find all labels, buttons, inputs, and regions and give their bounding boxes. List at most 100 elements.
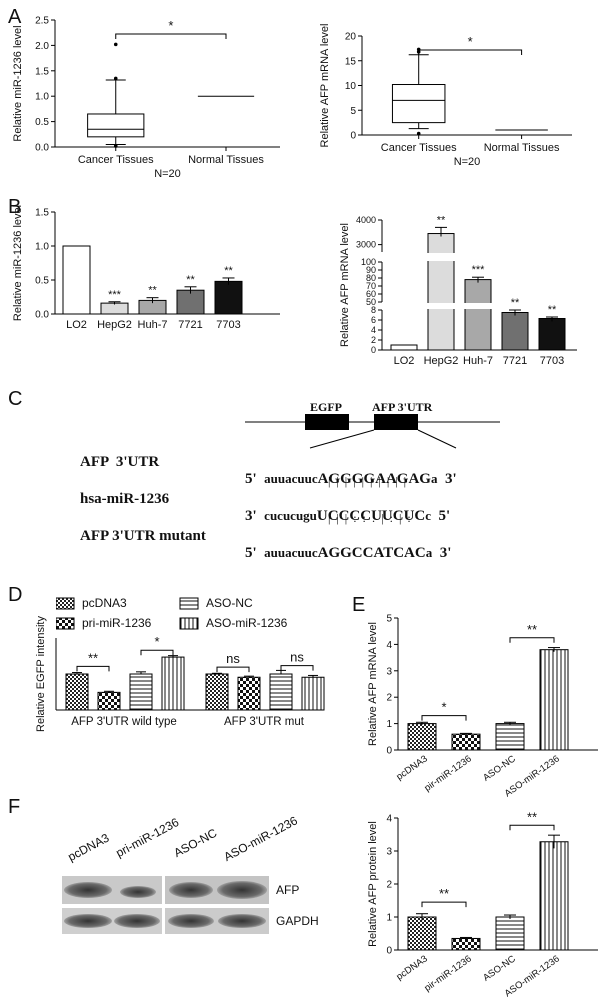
d-bar-ASO-NC (269, 673, 293, 711)
f-sig-bracket-2 (509, 824, 555, 831)
d-sig-bracket-3 (216, 666, 250, 673)
b-right-y-tick-label: 80 (366, 273, 376, 283)
western-blot: pcDNA3 pri-miR-1236 ASO-NC ASO-miR-1236 … (60, 813, 340, 950)
blot-band-label-gapdh: GAPDH (276, 914, 319, 928)
e-category-label: pir-miR-1236 (422, 753, 473, 794)
a-right-outlier (416, 131, 421, 136)
a-left-outlier (113, 76, 118, 81)
legend-swatch-aso-nc (179, 597, 199, 610)
band-gapdh-3 (168, 914, 214, 928)
row-mir-seq: 3' cucucuguUCCCCUUCUCc 5' (245, 508, 451, 524)
b-left-bar-HepG2 (100, 302, 129, 315)
d-bar-ASO-NC (129, 673, 153, 711)
e-y-tick-label: 4 (386, 640, 392, 651)
f-y-tick-label: 4 (386, 814, 392, 825)
b-right-y-tick-label: 4 (371, 325, 376, 335)
e-sig-bracket-1 (421, 715, 467, 721)
b-left-bar-7721 (176, 289, 205, 315)
b-right-category-label: 7703 (540, 355, 564, 367)
e-bar-ASO-NC (495, 723, 525, 751)
b-right-y-tick-label: 2 (371, 335, 376, 345)
f-sig-bracket-2-label: ** (527, 809, 537, 824)
legend-label-aso-mir: ASO-miR-1236 (206, 616, 288, 630)
b-left-sig: *** (108, 289, 122, 301)
d-group-label: AFP 3'UTR mut (224, 716, 305, 728)
f-bar-pcDNA3 (407, 916, 437, 951)
e-category-label: pcDNA3 (394, 753, 429, 782)
band-gapdh-1 (64, 914, 112, 928)
band-gapdh-4 (218, 914, 266, 928)
legend-swatch-aso-mir (179, 617, 199, 630)
e-y-tick-label: 3 (386, 666, 392, 677)
egfp-label: EGFP (310, 400, 342, 414)
band-afp-2 (120, 886, 156, 898)
a-right-n-label: N=20 (454, 156, 481, 168)
b-right-y-tick-label: 3000 (356, 240, 376, 250)
b-left-category-label: LO2 (66, 319, 87, 331)
b-left-y-tick-label: 1.0 (35, 242, 49, 253)
panel-label-a: A (8, 6, 22, 28)
e-y-label: Relative AFP mRNA level (367, 622, 379, 746)
d-bar-ASO-miR-1236 (301, 676, 325, 711)
e-y-tick-label: 2 (386, 693, 392, 704)
a-left-outlier (113, 144, 118, 148)
d-bar-pri-miR-1236 (97, 691, 121, 711)
b-right-sig: ** (548, 304, 557, 316)
b-left-y-tick-label: 0.0 (35, 310, 49, 321)
a-right-sig-bracket-label: * (468, 34, 473, 49)
d-bar-ASO-miR-1236 (161, 656, 185, 711)
construct-diagram: EGFP AFP 3'UTR AFP 3'UTR 5' auuacuucAGGG… (0, 390, 600, 580)
a-right-y-tick-label: 15 (345, 56, 357, 67)
legend-label-pcdna3: pcDNA3 (82, 596, 127, 610)
row-mir-label: hsa-miR-1236 (80, 491, 170, 507)
b-right-bar-7703 (538, 318, 566, 351)
d-sig-bracket-4-label: ns (290, 650, 304, 665)
f-y-tick-label: 1 (386, 913, 392, 924)
band-afp-1 (64, 882, 112, 898)
panel-label-e: E (352, 594, 366, 616)
b-right-category-label: HepG2 (424, 355, 459, 367)
b-left-sig: ** (224, 265, 233, 277)
d-sig-bracket-3-label: ns (226, 651, 240, 666)
e-sig-bracket-2-label: ** (527, 622, 537, 637)
f-y-tick-label: 3 (386, 847, 392, 858)
d-sig-bracket-1-label: ** (88, 650, 98, 665)
b-right-y-tick-label: 70 (366, 281, 376, 291)
f-y-tick-label: 0 (386, 946, 392, 957)
b-left-bar-7703 (214, 280, 243, 315)
panel-label-f: F (8, 796, 21, 818)
d-bar-pri-miR-1236 (237, 676, 261, 711)
a-left-outlier (113, 42, 118, 47)
d-sig-bracket-2 (140, 649, 174, 656)
legend-swatch-pcdna3 (56, 597, 75, 610)
b-right-y-label: Relative AFP mRNA level (339, 223, 351, 347)
f-sig-bracket-1 (421, 901, 467, 908)
a-right-y-tick-label: 10 (345, 81, 357, 92)
a-left-category-label: Normal Tissues (188, 154, 264, 166)
d-bar-pcDNA3 (205, 673, 229, 711)
a-left-y-tick-label: 0.0 (35, 143, 49, 154)
legend-label-aso-nc: ASO-NC (206, 596, 253, 610)
b-right-category-label: Huh-7 (463, 355, 493, 367)
utr-label: AFP 3'UTR (372, 400, 433, 414)
f-category-label: pir-miR-1236 (422, 953, 473, 994)
e-y-tick-label: 5 (386, 614, 392, 625)
b-left-category-label: Huh-7 (138, 319, 168, 331)
a-left-sig-bracket (115, 33, 227, 39)
panel-label-b: B (8, 196, 22, 218)
a-right-box (391, 84, 446, 124)
f-y-tick-label: 2 (386, 880, 392, 891)
pairing-1: | | | | | | | | | | (328, 474, 407, 488)
legend-swatch-pri-mir (56, 617, 75, 630)
d-bar-pcDNA3 (65, 673, 89, 711)
legend-d: pcDNA3 pri-miR-1236 ASO-NC ASO-miR-1236 (56, 596, 296, 636)
b-left-category-label: 7703 (216, 319, 240, 331)
b-left-y-label: Relative miR-1236 level (12, 205, 24, 321)
b-right-sig: ** (437, 214, 446, 226)
a-right-y-label: Relative AFP mRNA level (319, 24, 331, 148)
b-right-y-tick-label: 4000 (356, 215, 376, 225)
e-sig-bracket-1-label: * (441, 700, 446, 715)
b-right-y-tick-label: 60 (366, 289, 376, 299)
row-mut-seq: 5' auuacuucAGGCCATCACa 3' (245, 545, 452, 561)
a-left-n-label: N=20 (154, 168, 181, 180)
